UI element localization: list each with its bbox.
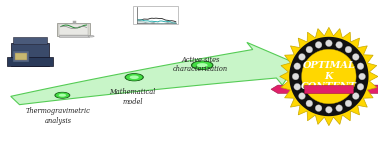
- Polygon shape: [325, 106, 332, 113]
- FancyBboxPatch shape: [57, 23, 90, 36]
- Polygon shape: [302, 49, 356, 104]
- Text: Mathematical
model: Mathematical model: [109, 88, 155, 106]
- FancyBboxPatch shape: [11, 43, 49, 66]
- Polygon shape: [306, 46, 313, 53]
- Polygon shape: [289, 37, 369, 116]
- FancyBboxPatch shape: [15, 53, 27, 60]
- Polygon shape: [352, 54, 359, 60]
- Polygon shape: [345, 46, 352, 53]
- Polygon shape: [345, 100, 352, 107]
- Polygon shape: [352, 93, 359, 99]
- FancyBboxPatch shape: [59, 35, 89, 37]
- Polygon shape: [353, 85, 378, 93]
- Text: OPTIMAL
K
CONTENT: OPTIMAL K CONTENT: [301, 61, 357, 91]
- Text: Thermogravimetric
analysis: Thermogravimetric analysis: [26, 107, 91, 125]
- Circle shape: [197, 63, 208, 67]
- FancyBboxPatch shape: [133, 6, 178, 24]
- Polygon shape: [294, 83, 301, 90]
- Polygon shape: [299, 93, 305, 99]
- FancyBboxPatch shape: [7, 57, 53, 66]
- FancyBboxPatch shape: [304, 85, 353, 93]
- Polygon shape: [271, 85, 304, 93]
- Polygon shape: [315, 105, 322, 111]
- Polygon shape: [280, 27, 378, 126]
- Polygon shape: [336, 105, 342, 111]
- Circle shape: [56, 93, 69, 98]
- Circle shape: [125, 74, 143, 81]
- Polygon shape: [357, 63, 364, 70]
- Circle shape: [55, 92, 70, 98]
- Polygon shape: [292, 73, 299, 80]
- Circle shape: [130, 75, 139, 79]
- Circle shape: [191, 61, 213, 70]
- Circle shape: [192, 61, 212, 69]
- Circle shape: [126, 74, 143, 81]
- Polygon shape: [315, 42, 322, 48]
- Polygon shape: [336, 42, 342, 48]
- FancyBboxPatch shape: [59, 24, 88, 35]
- Polygon shape: [11, 42, 297, 105]
- FancyBboxPatch shape: [13, 51, 29, 62]
- Polygon shape: [299, 54, 305, 60]
- Polygon shape: [306, 100, 313, 107]
- Polygon shape: [359, 73, 366, 80]
- FancyBboxPatch shape: [13, 37, 47, 44]
- Polygon shape: [357, 83, 364, 90]
- Text: Active sites
characterization: Active sites characterization: [173, 56, 228, 73]
- Ellipse shape: [88, 36, 94, 37]
- Polygon shape: [325, 40, 332, 47]
- Circle shape: [59, 94, 66, 97]
- Polygon shape: [294, 63, 301, 70]
